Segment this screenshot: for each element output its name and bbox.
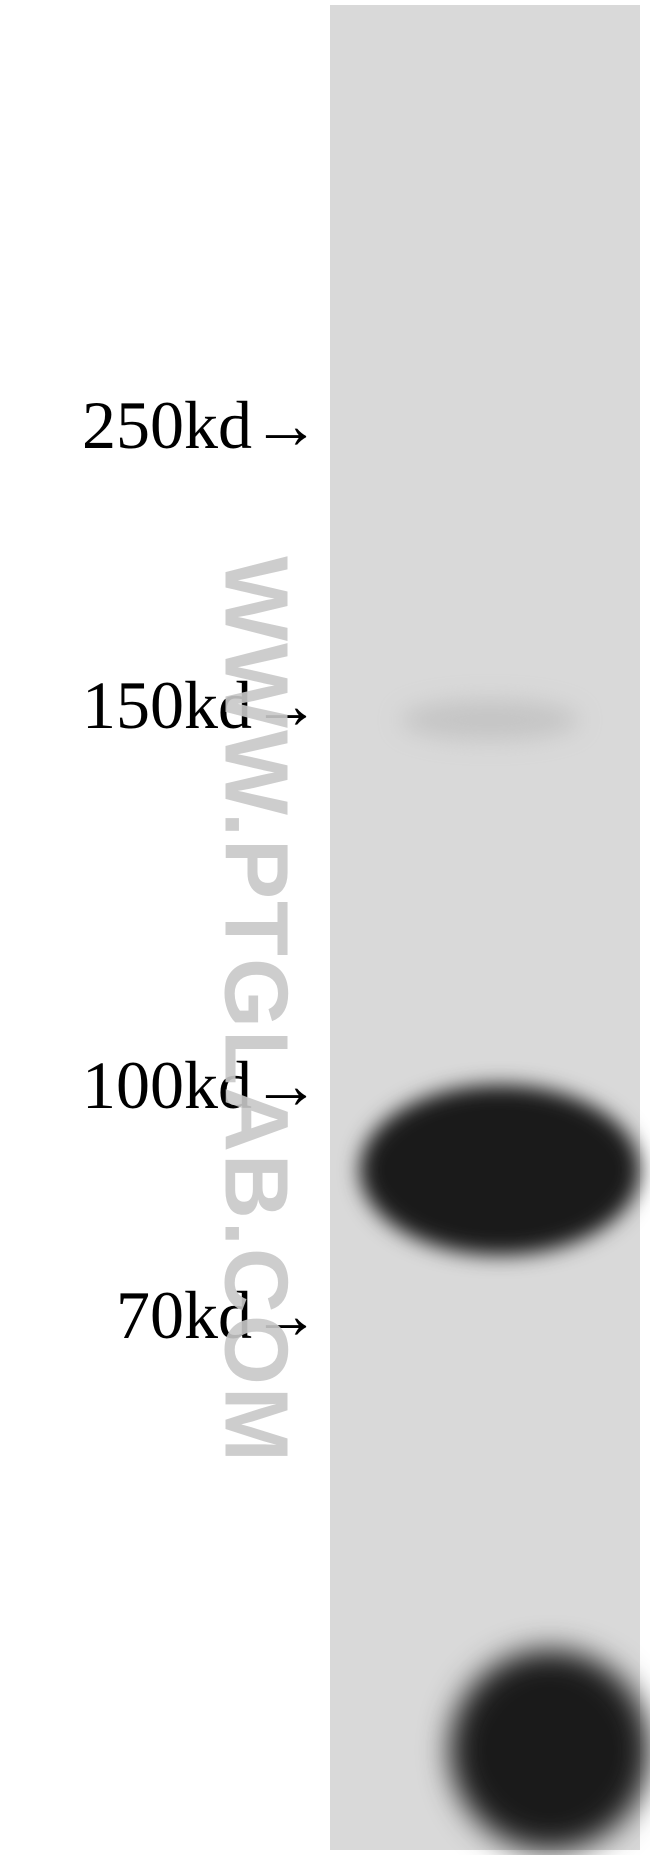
marker-label-70kd: 70kd→	[116, 1276, 320, 1355]
marker-label-150kd: 150kd→	[82, 666, 320, 745]
marker-label-100kd: 100kd→	[82, 1046, 320, 1125]
marker-text: 250kd	[82, 387, 252, 463]
arrow-icon: →	[252, 1046, 320, 1125]
marker-text: 100kd	[82, 1047, 252, 1123]
band-main-band-90kd	[360, 1085, 640, 1255]
marker-text: 70kd	[116, 1277, 252, 1353]
arrow-icon: →	[252, 666, 320, 745]
band-bottom-smudge	[450, 1650, 650, 1850]
marker-label-250kd: 250kd→	[82, 386, 320, 465]
arrow-icon: →	[252, 386, 320, 465]
blot-lane	[330, 5, 640, 1850]
marker-text: 150kd	[82, 667, 252, 743]
band-faint-band-150kd	[400, 700, 580, 740]
arrow-icon: →	[252, 1276, 320, 1355]
